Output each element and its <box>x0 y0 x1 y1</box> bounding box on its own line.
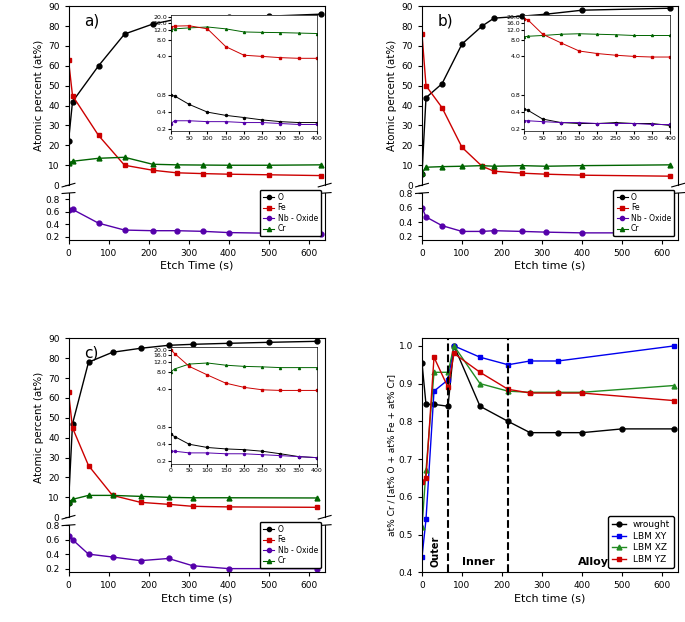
LBM XY <box>444 376 452 384</box>
LBM XZ <box>450 342 458 350</box>
Text: Outer: Outer <box>430 535 440 567</box>
LBM XY <box>554 357 562 364</box>
wrought <box>450 342 458 350</box>
Legend: O, Fe, Nb - Oxide, Cr: O, Fe, Nb - Oxide, Cr <box>260 522 321 569</box>
LBM XY <box>670 342 678 350</box>
LBM XZ <box>444 369 452 376</box>
Text: Inner: Inner <box>462 557 495 567</box>
LBM YZ <box>444 384 452 391</box>
wrought <box>422 401 430 408</box>
LBM XZ <box>670 382 678 389</box>
LBM XZ <box>526 389 534 396</box>
LBM YZ <box>504 386 512 393</box>
Line: LBM YZ: LBM YZ <box>420 351 677 484</box>
LBM XY <box>526 357 534 364</box>
wrought <box>526 429 534 437</box>
wrought <box>444 402 452 410</box>
LBM YZ <box>450 350 458 357</box>
Legend: wrought, LBM XY, LBM XZ, LBM YZ: wrought, LBM XY, LBM XZ, LBM YZ <box>608 516 673 568</box>
wrought <box>430 401 438 408</box>
wrought <box>504 417 512 425</box>
LBM XY <box>504 361 512 368</box>
X-axis label: Etch time (s): Etch time (s) <box>514 261 586 271</box>
Text: d): d) <box>647 530 663 545</box>
Y-axis label: Atomic percent (at%): Atomic percent (at%) <box>34 372 44 483</box>
LBM YZ <box>554 389 562 397</box>
LBM XY <box>422 516 430 523</box>
wrought <box>418 359 426 366</box>
Text: a): a) <box>84 14 99 29</box>
LBM XZ <box>554 389 562 396</box>
Legend: O, Fe, Nb - Oxide, Cr: O, Fe, Nb - Oxide, Cr <box>614 190 674 236</box>
Line: wrought: wrought <box>420 343 677 435</box>
LBM XY <box>476 353 484 361</box>
LBM YZ <box>430 353 438 361</box>
Y-axis label: Atomic percent (at%): Atomic percent (at%) <box>34 40 44 151</box>
LBM YZ <box>670 397 678 404</box>
wrought <box>554 429 562 437</box>
LBM XZ <box>418 523 426 531</box>
X-axis label: Etch time (s): Etch time (s) <box>514 593 586 603</box>
X-axis label: Etch Time (s): Etch Time (s) <box>160 261 234 271</box>
wrought <box>476 402 484 410</box>
LBM XZ <box>578 389 586 396</box>
wrought <box>670 425 678 433</box>
Y-axis label: at% Cr / [at% O + at% Fe + at% Cr]: at% Cr / [at% O + at% Fe + at% Cr] <box>387 374 396 536</box>
LBM XZ <box>504 388 512 395</box>
LBM YZ <box>476 369 484 376</box>
LBM YZ <box>578 389 586 397</box>
wrought <box>578 429 586 437</box>
Text: c): c) <box>84 345 98 361</box>
wrought <box>618 425 626 433</box>
LBM XY <box>418 554 426 561</box>
Y-axis label: Atomic percent (at%): Atomic percent (at%) <box>387 40 397 151</box>
Text: Alloy: Alloy <box>577 557 608 567</box>
Legend: O, Fe, Nb - Oxide, Cr: O, Fe, Nb - Oxide, Cr <box>260 190 321 236</box>
LBM XY <box>430 388 438 395</box>
LBM YZ <box>418 478 426 485</box>
LBM YZ <box>526 389 534 397</box>
X-axis label: Etch time (s): Etch time (s) <box>161 593 232 603</box>
LBM XY <box>450 342 458 350</box>
LBM XZ <box>422 466 430 474</box>
Line: LBM XZ: LBM XZ <box>420 343 677 529</box>
LBM YZ <box>422 474 430 481</box>
LBM XZ <box>476 380 484 388</box>
LBM XZ <box>430 369 438 376</box>
Text: b): b) <box>437 14 453 29</box>
Line: LBM XY: LBM XY <box>420 343 677 560</box>
